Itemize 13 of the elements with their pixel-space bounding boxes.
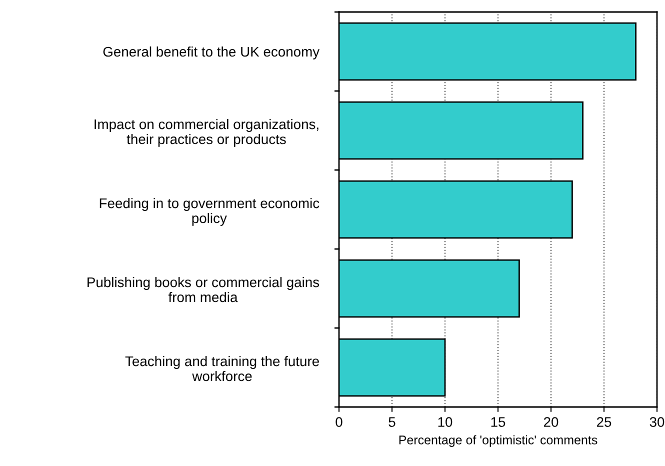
x-tick-label: 15 — [491, 417, 506, 427]
x-tick-label: 25 — [596, 417, 612, 427]
x-tick-label: 30 — [650, 417, 664, 427]
x-tick-label: 5 — [388, 417, 396, 427]
y-tick-label: Impact on commercial organizations, their practices or products — [94, 118, 318, 147]
x-tick-label: 20 — [544, 417, 558, 427]
y-tick-label: Publishing books or commercial gains from media — [88, 276, 320, 302]
x-tick-label: 10 — [438, 417, 452, 427]
y-tick-label: General benefit to the UK economy — [103, 46, 320, 60]
y-tick-label: Feeding in to government economic policy — [100, 198, 320, 226]
y-tick-label: Teaching and training the future workforce — [125, 356, 319, 382]
x-axis-title: Percentage of 'optimistic' comments — [399, 435, 598, 447]
x-tick-label: 0 — [336, 417, 342, 427]
